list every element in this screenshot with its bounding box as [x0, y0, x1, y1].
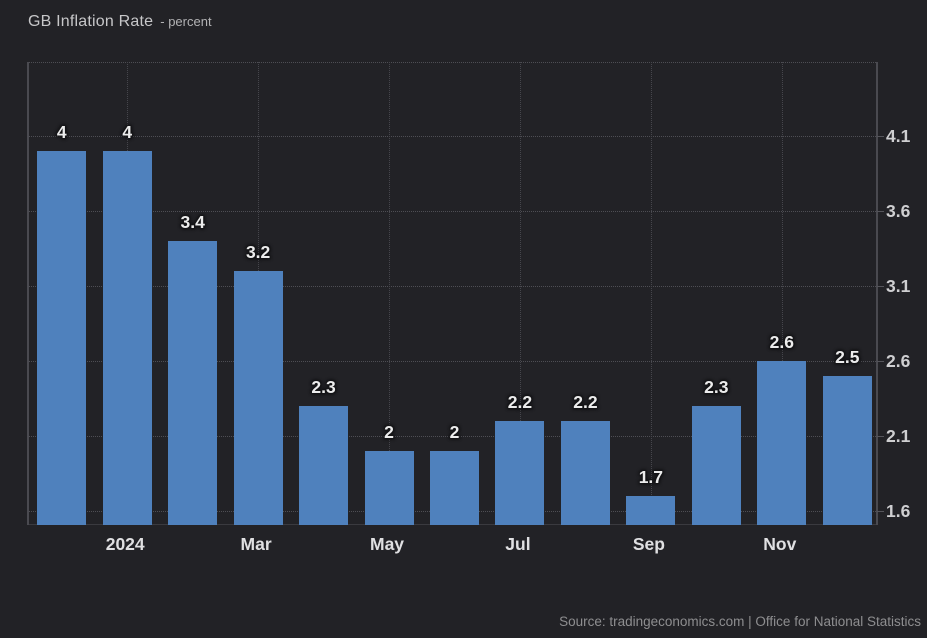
grid-line-h: [29, 135, 876, 137]
y-tick-label: 4.1: [886, 125, 911, 146]
y-tick-label: 3.1: [886, 275, 911, 296]
bar-value-label: 3.2: [245, 241, 271, 262]
x-tick-label: 2024: [105, 534, 145, 554]
x-tick-label: Nov: [763, 534, 797, 554]
chart-title: GB Inflation Rate: [28, 13, 154, 30]
bar-value-label: 2.3: [704, 377, 729, 398]
grid-line-v: [519, 62, 521, 525]
bar[interactable]: [560, 421, 610, 525]
grid-line-h: [29, 285, 876, 287]
y-tick-mark: [877, 135, 884, 137]
bar[interactable]: [37, 150, 87, 525]
bar-value-label: 4: [122, 121, 133, 142]
bar[interactable]: [495, 421, 545, 525]
grid-line-h: [29, 210, 876, 212]
bar[interactable]: [757, 361, 807, 525]
grid-line-h: [29, 436, 876, 438]
y-tick-mark: [877, 285, 884, 287]
bar[interactable]: [626, 496, 676, 525]
y-tick-mark: [877, 210, 884, 212]
x-tick-label: Sep: [632, 534, 665, 554]
bar[interactable]: [364, 451, 414, 525]
bar-value-label: 2: [384, 422, 394, 443]
bar-value-label: 4: [56, 121, 67, 142]
grid-line-v: [389, 62, 391, 525]
y-tick-mark: [877, 436, 884, 438]
bar[interactable]: [168, 240, 218, 525]
grid-line-v: [781, 62, 783, 525]
bar-value-label: 2.5: [835, 347, 860, 368]
chart-header: GB Inflation Rate - percent: [28, 13, 212, 31]
plot-top-border: [29, 62, 876, 63]
plot-area: 4 4 3.4 3.2 2.3 2 2 2.2 2.2 1.7 2.3 2.6 2.5: [27, 62, 878, 525]
bar-value-label: 2.2: [573, 392, 598, 413]
bar[interactable]: [233, 270, 283, 525]
x-tick-label: Mar: [240, 534, 272, 554]
bar[interactable]: [430, 451, 479, 525]
source-attribution: Source: tradingeconomics.com | Office fo…: [559, 614, 921, 629]
x-tick-label: Jul: [505, 534, 531, 554]
y-tick-label: 3.6: [886, 200, 911, 221]
y-tick-label: 2.6: [886, 351, 911, 372]
y-tick-label: 1.6: [886, 501, 911, 522]
bar-value-label: 2.6: [769, 332, 794, 353]
y-tick-mark: [877, 511, 884, 513]
x-tick-label: May: [370, 534, 405, 554]
bar[interactable]: [299, 406, 349, 525]
y-tick-mark: [877, 361, 884, 363]
y-tick-label: 2.1: [886, 426, 911, 447]
bar-value-label: 3.4: [180, 211, 205, 232]
bar-value-label: 2.3: [311, 377, 336, 398]
bar-value-label: 2.2: [507, 392, 533, 413]
bar-value-label: 2: [449, 422, 460, 443]
grid-line-v: [650, 62, 652, 525]
bar[interactable]: [102, 150, 152, 525]
bar-value-label: 1.7: [638, 467, 664, 488]
grid-line-h: [29, 361, 876, 363]
bar[interactable]: [691, 406, 741, 525]
bar[interactable]: [822, 376, 872, 525]
chart-subtitle: - percent: [160, 14, 212, 29]
